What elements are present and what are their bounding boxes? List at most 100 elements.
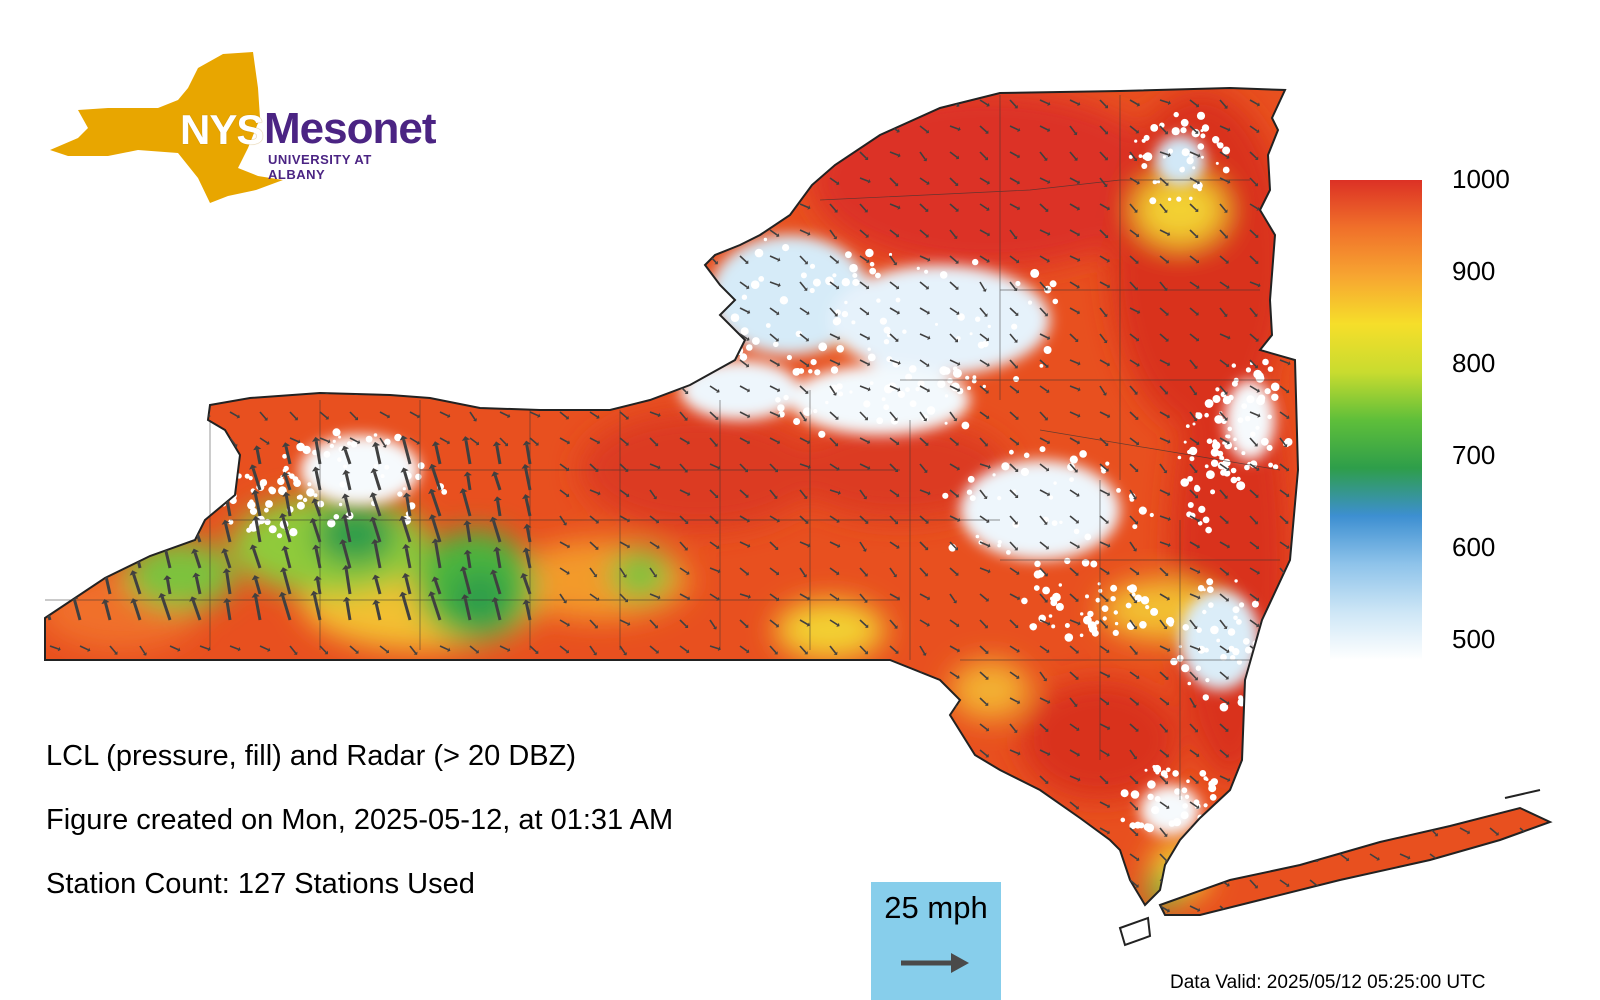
wind-vector-arrow xyxy=(1459,905,1470,913)
wind-vector-arrow xyxy=(371,441,382,465)
wind-vector-arrow xyxy=(649,203,658,214)
wind-vector-arrow xyxy=(1399,905,1410,913)
wind-vector-arrow xyxy=(919,645,927,656)
wind-vector-arrow xyxy=(1039,541,1049,550)
wind-vector-arrow xyxy=(859,749,871,756)
wind-vector-arrow xyxy=(709,567,721,574)
wind-vector-arrow xyxy=(799,125,810,133)
wind-vector-arrow xyxy=(1369,671,1379,680)
wind-vector-arrow xyxy=(1489,385,1498,395)
wind-vector-arrow xyxy=(1009,281,1018,291)
wind-vector-arrow xyxy=(1459,515,1469,524)
radar-echo-speckle xyxy=(834,309,841,316)
wind-vector-arrow xyxy=(1459,307,1469,316)
wind-vector-arrow xyxy=(1159,541,1171,548)
wind-vector-arrow xyxy=(1549,177,1550,182)
radar-echo-speckle xyxy=(244,473,250,479)
radar-echo-speckle xyxy=(939,271,948,279)
wind-vector-arrow xyxy=(799,177,810,186)
wind-vector-arrow xyxy=(1189,411,1198,422)
wind-vector-arrow xyxy=(589,749,600,758)
wind-vector-arrow xyxy=(399,515,412,543)
radar-echo-speckle xyxy=(715,295,720,300)
wind-vector-arrow xyxy=(1249,151,1259,160)
wind-vector-arrow xyxy=(889,567,898,578)
radar-echo-speckle xyxy=(838,391,844,397)
wind-vector-arrow xyxy=(1009,541,1018,551)
wind-vector-arrow xyxy=(199,229,209,238)
colorbar-tick-900: 900 xyxy=(1452,256,1496,286)
wind-vector-arrow xyxy=(559,593,567,604)
wind-vector-arrow xyxy=(439,255,450,264)
radar-echo-speckle xyxy=(1259,636,1264,641)
wind-vector-arrow xyxy=(1519,463,1528,473)
wind-vector-arrow xyxy=(1129,879,1139,888)
wind-vector-arrow xyxy=(139,411,149,420)
radar-echo-speckle xyxy=(1112,629,1119,637)
radar-echo-speckle xyxy=(845,251,852,259)
wind-vector-arrow xyxy=(799,99,809,108)
radar-echo-speckle xyxy=(415,473,422,480)
radar-echo-speckle xyxy=(971,378,977,384)
wind-vector-arrow xyxy=(229,697,238,708)
wind-vector-arrow xyxy=(1279,203,1289,213)
wind-vector-arrow xyxy=(649,879,659,888)
wind-vector-arrow xyxy=(319,697,331,704)
wind-vector-arrow xyxy=(679,515,689,524)
wind-vector-arrow xyxy=(829,619,840,627)
wind-vector-arrow xyxy=(1369,125,1379,134)
radar-echo-speckle xyxy=(935,322,938,326)
wind-vector-arrow xyxy=(949,359,961,366)
wind-vector-arrow xyxy=(109,853,118,863)
wind-vector-arrow xyxy=(319,255,328,265)
wind-vector-arrow xyxy=(529,255,538,265)
radar-echo-speckle xyxy=(1165,617,1175,626)
wind-vector-arrow xyxy=(619,333,629,342)
radar-echo-speckle xyxy=(1241,403,1248,409)
radar-echo-speckle xyxy=(1116,488,1121,493)
wind-vector-arrow xyxy=(1249,671,1259,680)
wind-vector-arrow xyxy=(49,229,60,237)
wind-vector-arrow xyxy=(1339,905,1349,914)
wind-vector-arrow xyxy=(1279,749,1288,760)
colorbar-tick-600: 600 xyxy=(1452,532,1496,562)
wind-vector-arrow xyxy=(1399,723,1409,732)
radar-echo-speckle xyxy=(965,375,970,380)
wind-vector-arrow xyxy=(919,307,930,315)
radar-echo-speckle xyxy=(818,430,826,438)
wind-vector-arrow xyxy=(1219,151,1230,159)
wind-vector-arrow xyxy=(71,512,82,543)
wind-vector-arrow xyxy=(1429,671,1441,678)
radar-echo-speckle xyxy=(1255,425,1260,430)
wind-vector-arrow xyxy=(1549,151,1550,158)
wind-vector-arrow xyxy=(1189,385,1198,396)
wind-vector-arrow xyxy=(769,489,778,499)
radar-echo-speckle xyxy=(332,428,341,437)
wind-vector-arrow xyxy=(799,255,808,265)
wind-vector-arrow xyxy=(349,853,360,861)
radar-echo-speckle xyxy=(926,406,936,415)
wind-vector-arrow xyxy=(499,385,510,393)
wind-vector-arrow xyxy=(559,281,570,289)
wind-vector-arrow xyxy=(949,463,960,471)
wind-vector-arrow xyxy=(799,359,810,368)
wind-vector-arrow xyxy=(1429,125,1438,135)
wind-vector-arrow xyxy=(1159,645,1171,653)
wind-vector-arrow xyxy=(71,440,82,465)
radar-echo-speckle xyxy=(865,248,874,258)
radar-echo-speckle xyxy=(307,482,312,487)
wind-vector-arrow xyxy=(829,879,838,889)
wind-vector-arrow xyxy=(289,697,301,704)
radar-echo-speckle xyxy=(1021,597,1028,605)
wind-vector-arrow xyxy=(223,598,232,621)
wind-vector-arrow xyxy=(1189,99,1199,108)
wind-vector-arrow xyxy=(799,203,811,210)
wind-vector-arrow xyxy=(889,281,900,290)
wind-vector-arrow xyxy=(889,99,900,108)
radar-echo-speckle xyxy=(1039,446,1046,453)
radar-echo-speckle xyxy=(277,477,285,486)
wind-vector-arrow xyxy=(199,853,210,862)
wind-vector-arrow xyxy=(1069,749,1080,757)
radar-echo-speckle xyxy=(1198,505,1206,513)
radar-echo-speckle xyxy=(228,519,234,525)
